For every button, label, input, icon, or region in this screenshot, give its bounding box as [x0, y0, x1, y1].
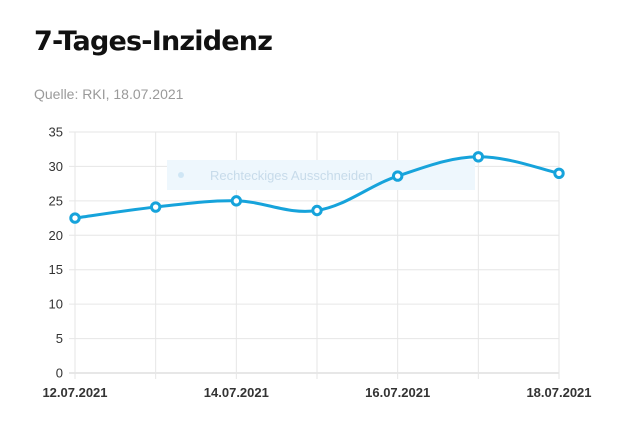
data-point — [311, 204, 323, 217]
y-tick-label: 10 — [49, 297, 63, 312]
y-tick-label: 35 — [49, 125, 63, 140]
page-title: 7-Tages-Inzidenz — [34, 26, 273, 57]
data-point — [391, 170, 404, 182]
x-tick-label: 18.07.2021 — [526, 385, 591, 400]
snip-overlay: Rechteckiges Ausschneiden — [167, 160, 475, 190]
y-tick-label: 20 — [49, 228, 63, 243]
data-point — [230, 195, 243, 207]
axis-ticks: 0 5 10 15 20 25 30 35 12.07.2021 14.07.2021 16.07.… — [42, 125, 591, 401]
y-tick-label: 25 — [49, 193, 63, 208]
data-point — [149, 201, 162, 213]
y-tick-label: 15 — [49, 262, 63, 277]
x-tick-label: 14.07.2021 — [204, 385, 269, 400]
data-point — [553, 167, 565, 180]
y-tick-label: 0 — [56, 366, 63, 381]
snip-overlay-label: Rechteckiges Ausschneiden — [210, 168, 373, 183]
data-point — [472, 151, 485, 163]
y-tick-label: 5 — [56, 331, 63, 346]
snip-overlay-dot — [178, 172, 184, 178]
source-caption: Quelle: RKI, 18.07.2021 — [34, 86, 184, 102]
series-layer — [69, 151, 565, 224]
x-tick-label: 16.07.2021 — [365, 385, 430, 400]
snip-overlay-box — [167, 160, 475, 190]
y-tick-label: 30 — [49, 159, 63, 174]
data-point — [69, 212, 81, 224]
x-tick-label: 12.07.2021 — [42, 385, 107, 400]
